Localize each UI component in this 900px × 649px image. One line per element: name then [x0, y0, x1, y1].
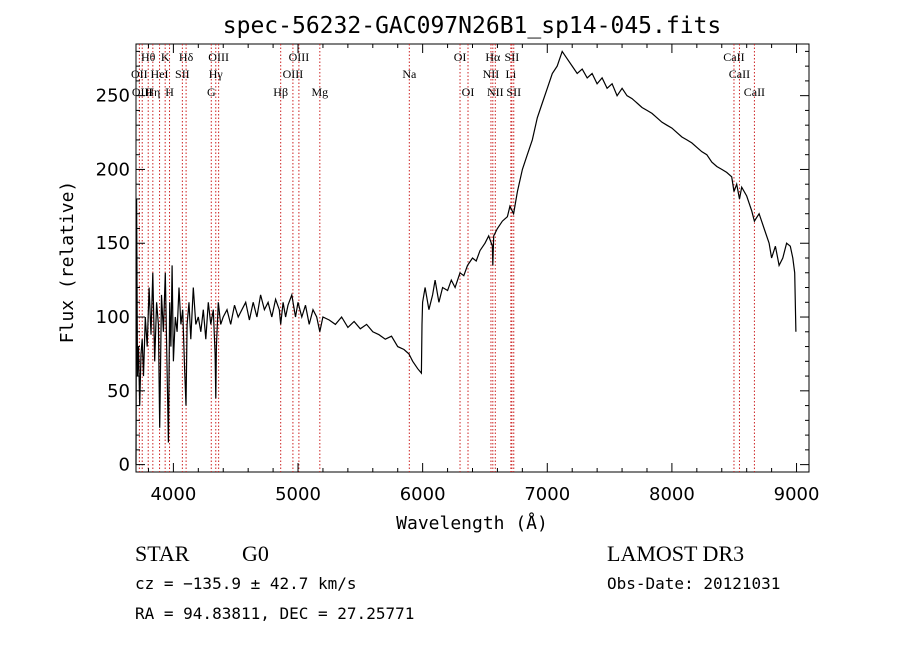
- survey-name: LAMOST DR3: [607, 541, 744, 566]
- y-tick-label: 0: [119, 455, 130, 476]
- y-tick-label: 250: [96, 86, 130, 107]
- spectral-line-label: SII: [505, 50, 520, 64]
- spectral-line-label: OI: [454, 50, 467, 64]
- spectral-line-label: CaII: [723, 50, 744, 64]
- spectral-line-label: H: [165, 85, 174, 99]
- x-tick-label: 7000: [524, 484, 570, 505]
- spectral-line-label: Hη: [145, 85, 160, 99]
- spectral-line-label: Mg: [311, 85, 328, 99]
- spectral-line-label: OII: [131, 67, 148, 81]
- spectral-line-label: SII: [175, 67, 190, 81]
- spectral-line-label: OIII: [208, 50, 229, 64]
- x-tick-label: 4000: [150, 484, 196, 505]
- spectral-line-label: K: [161, 50, 170, 64]
- spectral-line-label: Hθ: [141, 50, 156, 64]
- y-axis-label: Flux (relative): [57, 181, 78, 344]
- y-tick-label: 100: [96, 307, 130, 328]
- object-class: STAR: [135, 541, 190, 566]
- x-tick-label: 5000: [275, 484, 321, 505]
- spectral-line-label: Hα: [485, 50, 501, 64]
- y-tick-label: 150: [96, 233, 130, 254]
- spectral-line-label: Hβ: [273, 85, 288, 99]
- spectral-line-markers: [138, 44, 755, 472]
- chart-title: spec-56232-GAC097N26B1_sp14-045.fits: [223, 13, 722, 39]
- x-axis-ticks: 4000 5000 6000 7000 8000 9000: [147, 44, 820, 505]
- spectral-line-label: SII: [506, 85, 521, 99]
- y-axis-ticks: 0 50 100 150 200 250: [96, 50, 809, 476]
- spectral-line-label: CaII: [729, 67, 750, 81]
- spectral-line-label: Hδ: [179, 50, 194, 64]
- spectral-line-label: Li: [506, 67, 517, 81]
- spectral-line-labels: OIIOIIIHθHηHeIKHSIIHδGHγOIIIHβOIIIOIIIMg…: [131, 50, 765, 99]
- y-tick-label: 200: [96, 159, 130, 180]
- observation-date: Obs-Date: 20121031: [607, 574, 780, 593]
- spectral-line-label: OI: [462, 85, 475, 99]
- spectral-line-label: OIII: [289, 50, 310, 64]
- spectral-line-label: Hγ: [209, 67, 224, 81]
- spectral-line-label: OIII: [283, 67, 304, 81]
- x-tick-label: 8000: [649, 484, 695, 505]
- x-tick-label: 6000: [400, 484, 446, 505]
- spectrum-line: [135, 50, 797, 465]
- spectral-line-label: G: [207, 85, 216, 99]
- x-axis-label: Wavelength (Å): [396, 512, 548, 534]
- spectral-line-label: NII: [487, 85, 504, 99]
- y-tick-label: 50: [107, 381, 130, 402]
- spectral-line-label: HeI: [151, 67, 169, 81]
- spectral-line-label: Na: [402, 67, 417, 81]
- x-tick-label: 9000: [774, 484, 820, 505]
- coordinates: RA = 94.83811, DEC = 27.25771: [135, 604, 414, 623]
- object-subclass: G0: [242, 541, 269, 566]
- redshift-velocity: cz = −135.9 ± 42.7 km/s: [135, 574, 357, 593]
- spectral-line-label: NII: [483, 67, 500, 81]
- spectral-line-label: CaII: [744, 85, 765, 99]
